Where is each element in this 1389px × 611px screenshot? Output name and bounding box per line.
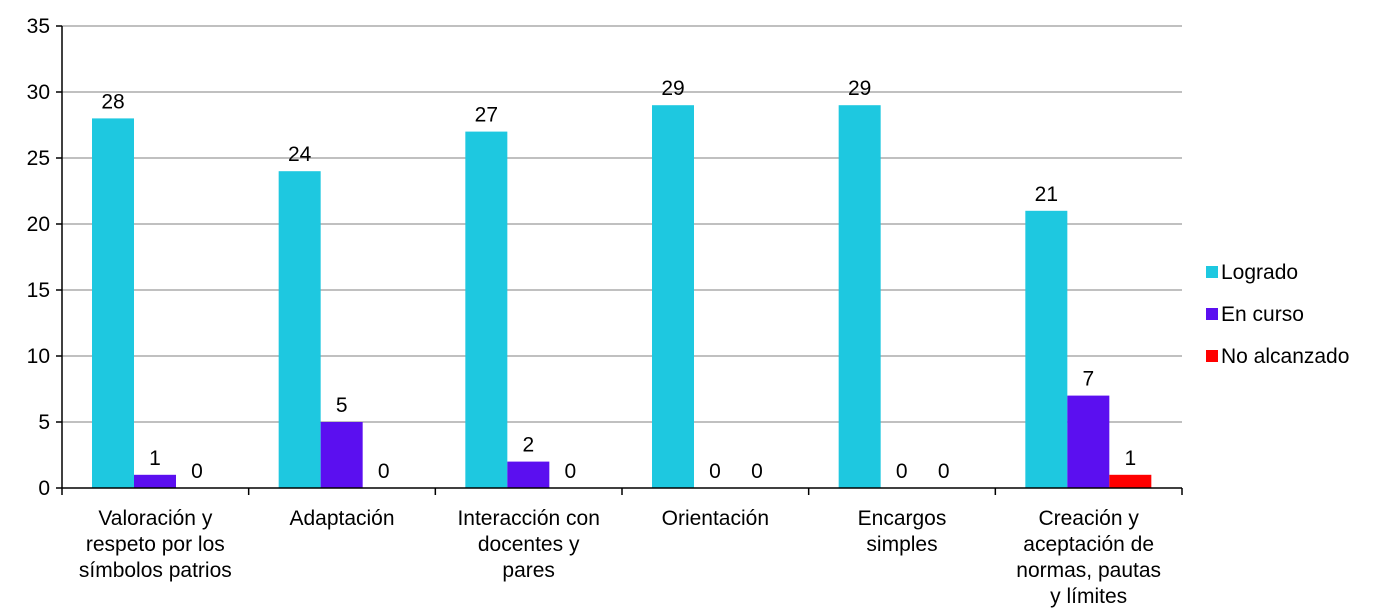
- x-tick-label-line: aceptación de: [1023, 533, 1154, 556]
- data-label: 0: [564, 460, 576, 483]
- bar-en-curso: [507, 461, 550, 488]
- x-tick-label-line: Valoración y: [98, 507, 213, 530]
- y-tick-label: 25: [27, 147, 50, 170]
- data-label: 0: [191, 460, 203, 483]
- data-label: 2: [522, 434, 534, 457]
- x-tick-label: Encargos simples: [858, 507, 947, 556]
- x-tick-label-line: Interacción con: [457, 507, 599, 530]
- data-label: 24: [288, 143, 312, 166]
- x-tick-label-line: simples: [866, 533, 937, 556]
- bar-no-alcanzado: [1109, 474, 1152, 488]
- y-tick-label: 5: [38, 411, 50, 434]
- bar-en-curso: [320, 422, 363, 488]
- data-label: 0: [938, 460, 950, 483]
- x-tick-label-line: Creación y: [1038, 507, 1139, 530]
- x-tick-label: Adaptación: [289, 507, 394, 530]
- legend-swatch: [1206, 308, 1218, 320]
- legend-swatch: [1206, 266, 1218, 278]
- data-label: 29: [848, 77, 871, 100]
- bar-logrado: [652, 105, 694, 488]
- y-tick-label: 20: [27, 213, 50, 236]
- x-tick-label: Orientación: [662, 507, 769, 530]
- data-label: 21: [1035, 183, 1058, 206]
- bar-logrado: [92, 118, 134, 489]
- legend-label: En curso: [1221, 303, 1304, 326]
- x-tick-label-line: símbolos patrios: [79, 559, 232, 582]
- y-tick-label: 0: [38, 477, 50, 500]
- data-label: 5: [336, 394, 348, 417]
- x-tick-label-line: respeto por los: [86, 533, 225, 556]
- legend: Logrado En curso No alcanzado: [1206, 261, 1349, 368]
- legend-label: Logrado: [1221, 261, 1298, 284]
- data-label: 29: [661, 77, 684, 100]
- x-tick-label-line: docentes y: [478, 533, 580, 556]
- bar-en-curso: [1067, 395, 1110, 488]
- category-labels: Valoración y respeto por los símbolos patr…: [79, 507, 1161, 608]
- gridlines: [62, 25, 1182, 423]
- data-label: 0: [378, 460, 390, 483]
- x-tick-label-line: y límites: [1050, 585, 1127, 608]
- y-tick-label: 35: [27, 15, 50, 38]
- data-label: 28: [101, 90, 124, 113]
- data-label: 0: [896, 460, 908, 483]
- x-tick-label: Valoración y respeto por los símbolos patr…: [79, 507, 232, 582]
- data-label: 0: [709, 460, 721, 483]
- bar-en-curso: [134, 474, 176, 488]
- y-tick-labels: 0 5 10 15 20 25 30 35: [27, 15, 50, 500]
- bar-logrado: [838, 105, 881, 488]
- x-tick-label: Interacción con docentes y pares: [457, 507, 599, 582]
- y-tick-label: 15: [27, 279, 50, 302]
- bar-logrado: [278, 171, 321, 488]
- legend-swatch: [1206, 350, 1218, 362]
- y-tick-label: 30: [27, 81, 50, 104]
- bar-logrado: [1025, 210, 1068, 489]
- x-tick-label-line: pares: [502, 559, 555, 582]
- y-tick-label: 10: [27, 345, 50, 368]
- legend-label: No alcanzado: [1221, 345, 1349, 368]
- data-label: 1: [149, 447, 161, 470]
- x-tick-label-line: Encargos: [858, 507, 947, 530]
- data-label: 0: [751, 460, 763, 483]
- x-tick-label: Creación y aceptación de normas, pautas y l…: [1016, 507, 1161, 608]
- bar-logrado: [465, 131, 508, 488]
- data-label: 27: [475, 104, 498, 127]
- axes: [56, 25, 1183, 495]
- bars: [92, 105, 1152, 489]
- data-labels: 28 1 0 24 5 0 27 2 0 29 0 0 29 0 0 21 7 1: [101, 77, 1136, 483]
- data-label: 1: [1124, 447, 1136, 470]
- x-tick-label-line: Adaptación: [289, 507, 394, 530]
- data-label: 7: [1082, 368, 1094, 391]
- x-tick-label-line: Orientación: [662, 507, 769, 530]
- x-tick-label-line: normas, pautas: [1016, 559, 1161, 582]
